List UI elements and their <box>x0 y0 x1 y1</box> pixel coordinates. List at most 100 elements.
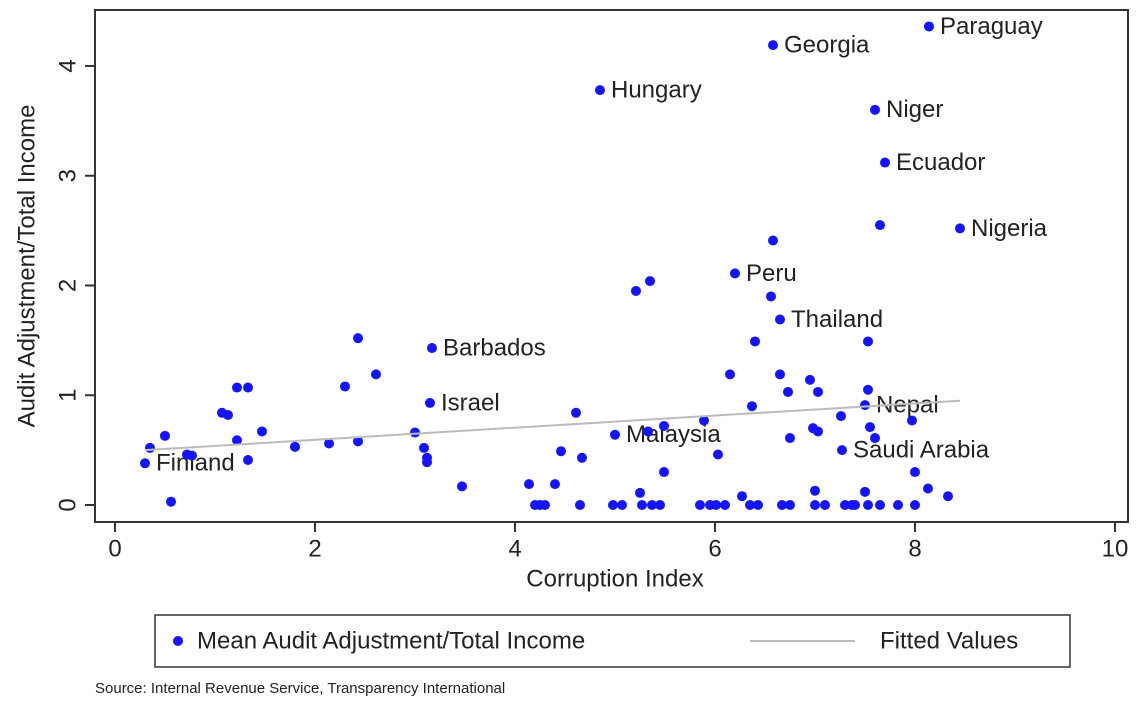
data-point <box>870 104 880 115</box>
data-point <box>775 369 785 380</box>
data-point <box>910 467 920 478</box>
data-point <box>617 499 627 510</box>
x-tick-label: 10 <box>1102 535 1129 562</box>
data-point <box>695 499 705 510</box>
data-point <box>655 499 665 510</box>
data-point <box>860 400 870 411</box>
data-point <box>910 499 920 510</box>
legend-label: Fitted Values <box>880 627 1018 654</box>
data-point <box>556 446 566 457</box>
data-point <box>145 442 155 453</box>
data-point <box>595 85 605 96</box>
data-point <box>720 499 730 510</box>
data-point <box>659 420 669 431</box>
data-point <box>257 426 267 437</box>
data-point <box>243 382 253 393</box>
y-tick-label: 2 <box>54 279 81 292</box>
data-point <box>187 450 197 461</box>
y-tick-label: 0 <box>54 498 81 511</box>
data-point <box>810 485 820 496</box>
data-point <box>419 442 429 453</box>
data-point <box>836 411 846 422</box>
data-point <box>840 499 850 510</box>
data-point <box>813 386 823 397</box>
data-point <box>870 433 880 444</box>
x-tick-label: 2 <box>308 535 321 562</box>
data-point <box>232 382 242 393</box>
data-point <box>893 499 903 510</box>
data-point <box>232 435 242 446</box>
point-label: Nigeria <box>971 215 1048 242</box>
data-point <box>243 454 253 465</box>
legend-label: Mean Audit Adjustment/Total Income <box>197 627 585 654</box>
point-label: Peru <box>746 260 797 287</box>
x-axis-label: Corruption Index <box>526 565 703 592</box>
point-label: Israel <box>441 389 500 416</box>
data-point <box>711 499 721 510</box>
data-point <box>750 336 760 347</box>
data-point <box>783 386 793 397</box>
data-point <box>943 491 953 502</box>
data-point <box>955 223 965 234</box>
data-point <box>427 343 437 354</box>
data-point <box>875 499 885 510</box>
data-point <box>223 409 233 420</box>
data-point <box>785 499 795 510</box>
data-point <box>863 336 873 347</box>
data-point <box>875 220 885 231</box>
y-tick-label: 4 <box>54 59 81 72</box>
data-point <box>643 426 653 437</box>
point-label: Malaysia <box>626 421 721 448</box>
source-note: Source: Internal Revenue Service, Transp… <box>95 680 505 697</box>
y-tick-label: 1 <box>54 389 81 402</box>
data-point <box>745 499 755 510</box>
fitted-line <box>144 399 961 452</box>
data-point <box>645 276 655 287</box>
data-point <box>410 427 420 438</box>
data-point <box>425 397 435 408</box>
data-point <box>457 481 467 492</box>
point-label: Thailand <box>791 306 883 333</box>
data-point <box>140 458 150 469</box>
data-point <box>768 40 778 51</box>
data-point <box>647 499 657 510</box>
x-tick-label: 6 <box>708 535 721 562</box>
data-point <box>713 449 723 460</box>
data-point <box>631 285 641 296</box>
data-point <box>850 499 860 510</box>
data-point <box>860 486 870 497</box>
data-point <box>880 157 890 168</box>
data-point <box>637 499 647 510</box>
data-point <box>737 491 747 502</box>
legend-box <box>154 614 1071 668</box>
data-point <box>768 235 778 246</box>
point-label: Niger <box>886 96 943 123</box>
data-point <box>810 499 820 510</box>
point-label: Hungary <box>611 76 702 103</box>
data-point <box>813 426 823 437</box>
data-point <box>540 499 550 510</box>
data-point <box>837 445 847 456</box>
data-point <box>907 415 917 426</box>
data-point <box>290 441 300 452</box>
data-point <box>865 422 875 433</box>
data-point <box>571 407 581 418</box>
data-point <box>747 401 757 412</box>
data-point <box>659 467 669 478</box>
x-tick-label: 0 <box>108 535 121 562</box>
data-point <box>777 499 787 510</box>
data-point <box>923 483 933 494</box>
x-tick-label: 4 <box>508 535 521 562</box>
data-point <box>371 369 381 380</box>
data-point <box>324 438 334 449</box>
data-point <box>775 314 785 325</box>
data-point <box>577 452 587 463</box>
y-axis-label: Audit Adjustment/Total Income <box>13 105 40 428</box>
x-tick-label: 8 <box>908 535 921 562</box>
data-point <box>635 487 645 498</box>
data-point <box>608 499 618 510</box>
data-point <box>725 369 735 380</box>
data-point <box>924 21 934 32</box>
